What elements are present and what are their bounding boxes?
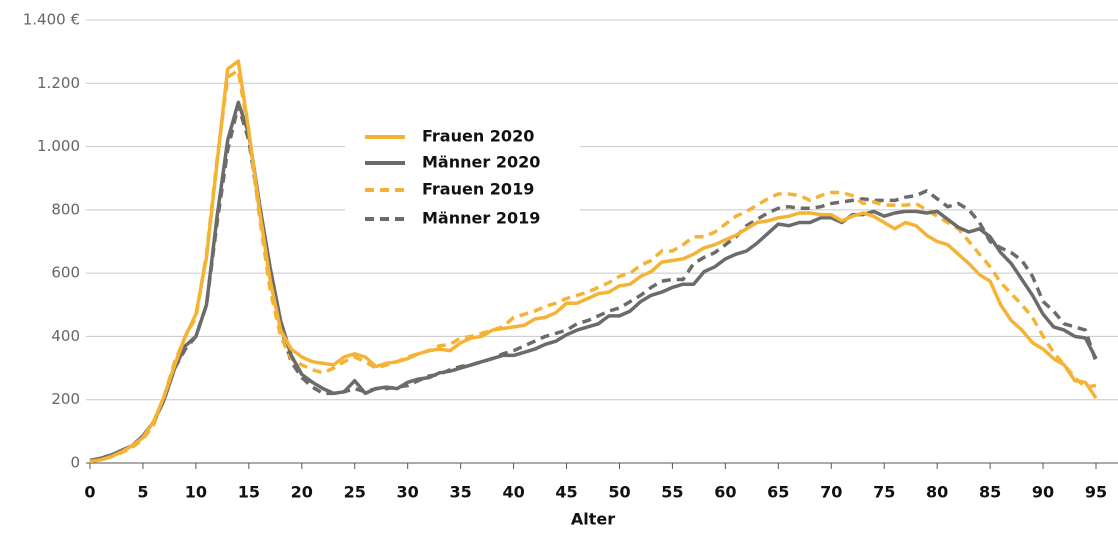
legend: Frauen 2020 Männer 2020 Frauen 2019 Männer … <box>365 127 540 228</box>
x-tick-label: 35 <box>449 483 471 502</box>
x-tick-label: 60 <box>714 483 736 502</box>
grid: 0 200 400 600 800 1.000 1.200 1.400 € 0 5 10 15 20 25… <box>23 11 1118 502</box>
series-line <box>89 103 1098 463</box>
x-tick-label: 85 <box>979 483 1001 502</box>
y-tick-label: 1.400 € <box>23 11 80 29</box>
series-line <box>89 59 1098 464</box>
y-tick-label: 0 <box>70 454 80 472</box>
lines <box>89 59 1098 464</box>
x-tick-label: 5 <box>137 483 148 502</box>
x-tick-label: 50 <box>608 483 630 502</box>
x-tick-label: 15 <box>238 483 260 502</box>
series-line <box>89 68 1097 464</box>
x-tick-label: 65 <box>767 483 789 502</box>
y-tick-label: 800 <box>51 200 80 218</box>
series-line <box>89 100 1098 463</box>
x-tick-label: 80 <box>926 483 948 502</box>
x-tick-label: 70 <box>820 483 842 502</box>
y-tick-label: 1.200 <box>37 74 80 92</box>
legend-label: Männer 2020 <box>422 153 540 172</box>
x-tick-label: 95 <box>1085 483 1107 502</box>
x-tick-label: 75 <box>873 483 895 502</box>
x-tick-label: 20 <box>291 483 313 502</box>
x-tick-label: 10 <box>185 483 207 502</box>
x-tick-label: 25 <box>344 483 366 502</box>
x-tick-label: 40 <box>502 483 524 502</box>
legend-label: Männer 2019 <box>422 209 540 228</box>
y-tick-label: 1.000 <box>37 137 80 155</box>
x-tick-label: 30 <box>397 483 419 502</box>
y-tick-label: 400 <box>51 327 80 345</box>
x-tick-label: 45 <box>555 483 577 502</box>
y-tick-label: 200 <box>51 390 80 408</box>
legend-label: Frauen 2020 <box>422 127 534 146</box>
x-tick-label: 90 <box>1032 483 1054 502</box>
legend-label: Frauen 2019 <box>422 180 534 199</box>
y-tick-label: 600 <box>51 264 80 282</box>
x-tick-label: 55 <box>661 483 683 502</box>
x-axis-label: Alter <box>571 510 615 529</box>
x-tick-label: 0 <box>84 483 95 502</box>
